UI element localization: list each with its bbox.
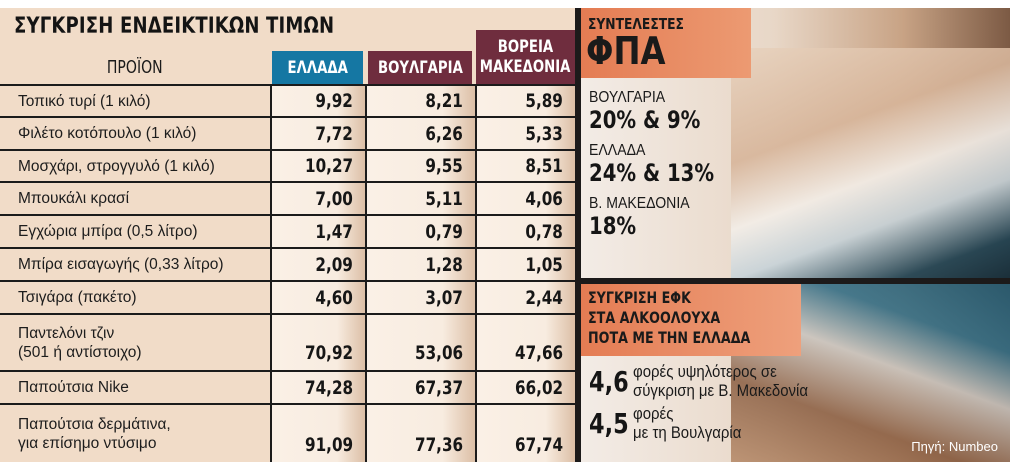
table-row: Παπούτσια Nike 74,28 67,37 66,02 xyxy=(0,370,575,403)
euro-banknotes-photo xyxy=(731,48,1010,278)
efk-description: φορές υψηλότερος σε σύγκριση με Β. Μακεδ… xyxy=(633,362,808,400)
efk-item-bulgaria: 4,5 φορές με τη Βουλγαρία xyxy=(589,404,756,442)
efk-value: 4,6 xyxy=(589,364,629,398)
value-north-macedonia: 4,06 xyxy=(475,183,575,214)
table-row: Μοσχάρι, στρογγυλό (1 κιλό) 10,27 9,55 8… xyxy=(0,149,575,181)
vat-header-box: ΣΥΝΤΕΛΕΣΤΕΣ ΦΠΑ xyxy=(581,8,751,78)
product-name: Μπουκάλι κρασί xyxy=(18,190,130,207)
vat-rate: 18% xyxy=(589,212,637,240)
value-north-macedonia: 0,78 xyxy=(475,216,575,247)
table-row: Παπούτσια δερμάτινα, για επίσημο ντύσιμο… xyxy=(0,403,575,462)
product-name-line2: για επίσημο ντύσιμο xyxy=(18,434,157,452)
value-greece: 4,60 xyxy=(270,282,365,313)
value-north-macedonia: 5,33 xyxy=(475,118,575,149)
value-greece: 7,00 xyxy=(270,183,365,214)
efk-item-macedonia: 4,6 φορές υψηλότερος σε σύγκριση με Β. Μ… xyxy=(589,362,832,400)
value-greece: 7,72 xyxy=(270,118,365,149)
value-greece: 2,09 xyxy=(270,249,365,280)
table-row: Φιλέτο κοτόπουλο (1 κιλό) 7,72 6,26 5,33 xyxy=(0,116,575,149)
section-divider xyxy=(581,278,1010,284)
table-row: Τσιγάρα (πακέτο) 4,60 3,07 2,44 xyxy=(0,280,575,313)
value-greece: 91,09 xyxy=(270,405,365,462)
vat-country: ΕΛΛΑΔΑ xyxy=(589,142,646,159)
efk-value: 4,5 xyxy=(589,406,629,440)
efk-title-line2: ΣΤΑ ΑΛΚΟΟΛΟΥΧΑ xyxy=(588,309,721,327)
source-credit: Πηγή: Numbeo xyxy=(911,439,998,454)
efk-description-line2: με τη Βουλγαρία xyxy=(633,423,742,442)
vat-country: Β. ΜΑΚΕΔΟΝΙΑ xyxy=(589,195,690,212)
header-mk-line1: ΒΟΡΕΙΑ xyxy=(497,37,554,57)
value-greece: 9,92 xyxy=(270,86,365,116)
table-row: Παντελόνι τζιν (501 ή αντίστοιχο) 70,92 … xyxy=(0,313,575,370)
product-name: Εγχώρια μπίρα (0,5 λίτρο) xyxy=(18,223,198,240)
product-name: Παπούτσια δερμάτινα, για επίσημο ντύσιμο xyxy=(18,405,171,462)
efk-title: ΣΥΓΚΡΙΣΗ ΕΦΚ ΣΤΑ ΑΛΚΟΟΛΟΥΧΑ ΠΟΤΑ ΜΕ ΤΗΝ … xyxy=(588,288,750,348)
column-divider xyxy=(575,8,581,462)
product-name-line2: (501 ή αντίστοιχο) xyxy=(18,343,142,361)
value-greece: 1,47 xyxy=(270,216,365,247)
header-greece: ΕΛΛΑΔΑ xyxy=(272,51,363,84)
vat-item-greece: ΕΛΛΑΔΑ 24% & 13% xyxy=(589,141,742,186)
product-name-line1: Παπούτσια δερμάτινα, xyxy=(18,415,171,433)
product-name-line1: Παντελόνι τζιν xyxy=(18,324,115,342)
table-row: Εγχώρια μπίρα (0,5 λίτρο) 1,47 0,79 0,78 xyxy=(0,214,575,247)
efk-description-line2: σύγκριση με Β. Μακεδονία xyxy=(633,381,809,400)
efk-description-line1: φορές xyxy=(633,404,674,423)
product-name: Παντελόνι τζιν (501 ή αντίστοιχο) xyxy=(18,315,142,370)
efk-header-box: ΣΥΓΚΡΙΣΗ ΕΦΚ ΣΤΑ ΑΛΚΟΟΛΟΥΧΑ ΠΟΤΑ ΜΕ ΤΗΝ … xyxy=(581,284,801,356)
product-name: Παπούτσια Nike xyxy=(18,379,129,396)
vat-country: ΒΟΥΛΓΑΡΙΑ xyxy=(589,89,666,106)
value-greece: 10,27 xyxy=(270,151,365,181)
vat-item-north-macedonia: Β. ΜΑΚΕΔΟΝΙΑ 18% xyxy=(589,194,742,239)
vat-list: ΒΟΥΛΓΑΡΙΑ 20% & 9% ΕΛΛΑΔΑ 24% & 13% Β. Μ… xyxy=(589,88,742,247)
value-greece: 74,28 xyxy=(270,372,365,403)
value-bulgaria: 0,79 xyxy=(365,216,475,247)
vat-item-bulgaria: ΒΟΥΛΓΑΡΙΑ 20% & 9% xyxy=(589,88,742,133)
value-north-macedonia: 47,66 xyxy=(475,315,575,370)
efk-title-line3: ΠΟΤΑ ΜΕ ΤΗΝ ΕΛΛΑΔΑ xyxy=(588,329,751,347)
value-north-macedonia: 2,44 xyxy=(475,282,575,313)
product-name: Τοπικό τυρί (1 κιλό) xyxy=(18,92,151,110)
value-bulgaria: 53,06 xyxy=(365,315,475,370)
table-row: Τοπικό τυρί (1 κιλό) 9,92 8,21 5,89 xyxy=(0,84,575,116)
value-bulgaria: 5,11 xyxy=(365,183,475,214)
product-name: Φιλέτο κοτόπουλο (1 κιλό) xyxy=(18,125,197,142)
header-bulgaria: ΒΟΥΛΓΑΡΙΑ xyxy=(368,51,472,84)
value-bulgaria: 67,37 xyxy=(365,372,475,403)
product-name: Τσιγάρα (πακέτο) xyxy=(18,289,137,306)
vat-rate: 24% & 13% xyxy=(589,159,715,187)
value-north-macedonia: 8,51 xyxy=(475,151,575,181)
vat-title: ΦΠΑ xyxy=(586,29,666,73)
value-bulgaria: 1,28 xyxy=(365,249,475,280)
product-name: Μπίρα εισαγωγής (0,33 λίτρο) xyxy=(18,256,224,273)
value-greece: 70,92 xyxy=(270,315,365,370)
product-name: Μοσχάρι, στρογγυλό (1 κιλό) xyxy=(18,157,215,175)
efk-description: φορές με τη Βουλγαρία xyxy=(633,404,741,442)
vat-rate: 20% & 9% xyxy=(589,106,701,134)
efk-description-line1: φορές υψηλότερος σε xyxy=(633,362,777,381)
value-bulgaria: 3,07 xyxy=(365,282,475,313)
side-panel: ΣΥΝΤΕΛΕΣΤΕΣ ΦΠΑ ΒΟΥΛΓΑΡΙΑ 20% & 9% ΕΛΛΑΔ… xyxy=(581,8,1010,462)
header-north-macedonia: ΒΟΡΕΙΑ ΜΑΚΕΔΟΝΙΑ xyxy=(476,30,575,84)
vat-kicker: ΣΥΝΤΕΛΕΣΤΕΣ xyxy=(588,15,684,33)
value-north-macedonia: 1,05 xyxy=(475,249,575,280)
value-bulgaria: 6,26 xyxy=(365,118,475,149)
table-row: Μπουκάλι κρασί 7,00 5,11 4,06 xyxy=(0,181,575,214)
value-north-macedonia: 66,02 xyxy=(475,372,575,403)
header-product: ΠΡΟΪΟΝ xyxy=(107,57,163,78)
header-mk-line2: ΜΑΚΕΔΟΝΙΑ xyxy=(480,57,571,77)
value-bulgaria: 8,21 xyxy=(365,86,475,116)
value-bulgaria: 77,36 xyxy=(365,405,475,462)
efk-title-line1: ΣΥΓΚΡΙΣΗ ΕΦΚ xyxy=(588,289,691,307)
value-north-macedonia: 67,74 xyxy=(475,405,575,462)
value-north-macedonia: 5,89 xyxy=(475,86,575,116)
page-title: ΣΥΓΚΡΙΣΗ ΕΝΔΕΙΚΤΙΚΩΝ ΤΙΜΩΝ xyxy=(14,14,335,39)
value-bulgaria: 9,55 xyxy=(365,151,475,181)
table-row: Μπίρα εισαγωγής (0,33 λίτρο) 2,09 1,28 1… xyxy=(0,247,575,280)
